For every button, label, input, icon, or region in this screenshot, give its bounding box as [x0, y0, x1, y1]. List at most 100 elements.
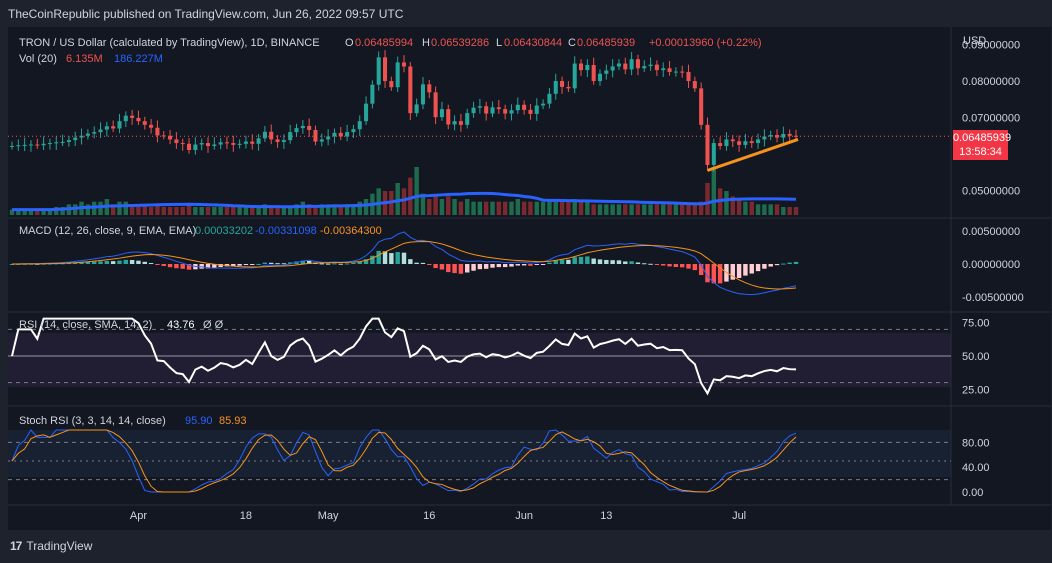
- macd-hist-bar: [338, 263, 343, 265]
- macd-hist-bar: [79, 262, 84, 264]
- macd-hist-bar: [123, 259, 129, 264]
- x-tick-label: 18: [240, 510, 252, 522]
- macd-hist-bar: [325, 263, 331, 265]
- volume-bar: [686, 204, 691, 215]
- macd-hist-bar: [389, 253, 394, 264]
- volume-bar: [224, 207, 230, 215]
- candle-body: [338, 132, 343, 137]
- candle-body: [446, 109, 451, 125]
- candle-body: [389, 81, 394, 88]
- candle-body: [730, 139, 735, 142]
- volume-bar: [566, 201, 571, 215]
- candle-body: [484, 106, 489, 114]
- x-tick-label: May: [318, 510, 339, 522]
- vol-b: 186.227M: [114, 53, 163, 65]
- candle-body: [130, 115, 135, 118]
- volume-bar: [332, 204, 337, 215]
- candle-body: [79, 135, 84, 138]
- volume-bar: [427, 199, 432, 215]
- candle-body: [269, 131, 274, 140]
- candle-body: [155, 127, 160, 136]
- candle-body: [243, 141, 248, 144]
- tradingview-logo-icon: 17: [10, 539, 22, 553]
- candle-body: [408, 66, 413, 114]
- volume-bar: [129, 204, 135, 215]
- volume-bar: [711, 167, 717, 215]
- macd-pane: [9, 231, 799, 296]
- volume-bar: [351, 204, 356, 215]
- candle-body: [193, 144, 198, 150]
- macd-hist-bar: [351, 262, 356, 264]
- candle-body: [47, 143, 52, 145]
- currency-label: USD: [963, 35, 986, 47]
- macd-hist-bar: [401, 252, 407, 264]
- macd-hist-bar: [66, 263, 72, 265]
- volume-bar: [736, 199, 742, 215]
- last-price-box: 0.06485939 13:58:34: [953, 130, 1011, 160]
- macd-hist-bar: [521, 264, 527, 266]
- macd-hist-bar: [104, 260, 110, 264]
- volume-bar: [325, 204, 331, 215]
- footer[interactable]: 17 TradingView: [10, 539, 92, 553]
- macd-hist-bar: [110, 261, 116, 264]
- stoch-k-line: [11, 429, 797, 493]
- volume-bar: [136, 207, 141, 215]
- macd-hist-bar: [642, 263, 647, 265]
- macd-hist-bar: [692, 264, 698, 271]
- axes: 0.09000000 0.08000000 0.07000000 0.05000000…: [130, 40, 1024, 522]
- candle-body: [275, 139, 280, 142]
- volume-bar: [724, 191, 729, 215]
- volume-bar: [458, 201, 464, 215]
- volume-bar: [629, 204, 634, 215]
- x-tick-label: Jul: [732, 510, 746, 522]
- candle-body: [642, 66, 647, 69]
- volume-bar: [148, 207, 154, 215]
- candle-body: [28, 144, 33, 146]
- volume-ma-line: [12, 191, 797, 212]
- stoch-label: Stoch RSI (3, 3, 14, 14, close): [19, 415, 166, 427]
- volume-bar: [490, 201, 495, 215]
- candle-body: [364, 103, 369, 122]
- candle-body: [54, 142, 59, 144]
- candle-body: [288, 132, 293, 141]
- volume-bar: [547, 199, 552, 215]
- volume-bar: [502, 201, 508, 215]
- h-value: 0.06539286: [431, 37, 489, 49]
- volume-bar: [667, 204, 672, 215]
- stoch-k: 95.90: [185, 415, 213, 427]
- candle-body: [648, 64, 653, 67]
- candle-body: [123, 115, 128, 122]
- candle-body: [737, 141, 742, 145]
- candle-body: [654, 64, 659, 71]
- candle-body: [465, 113, 470, 125]
- macd-hist-bar: [446, 264, 451, 273]
- volume-bar: [408, 177, 413, 215]
- macd-hist-bar: [370, 255, 375, 264]
- volume-bar: [123, 201, 129, 215]
- candle-body: [458, 121, 463, 125]
- candle-body: [591, 65, 596, 82]
- macd-hist-bar: [711, 264, 717, 284]
- candle-body: [711, 143, 716, 165]
- macd-hist-bar: [635, 262, 641, 264]
- candle-body: [623, 63, 628, 70]
- volume-bar: [616, 204, 622, 215]
- volume-bar: [781, 207, 786, 215]
- candle-body: [383, 57, 388, 82]
- candle-body: [307, 125, 312, 130]
- candle-body: [92, 132, 97, 134]
- volume-bar: [180, 207, 185, 215]
- macd-hist-bar: [205, 264, 211, 269]
- macd-hist-bar: [161, 264, 166, 267]
- macd-tick-label: 0.00000000: [962, 259, 1020, 271]
- macd-hist-bar: [275, 263, 280, 265]
- volume-bar: [199, 207, 204, 215]
- candle-body: [686, 71, 691, 82]
- macd-hist-bar: [736, 264, 742, 278]
- volume-bar: [698, 201, 704, 215]
- macd-hist-bar: [180, 264, 185, 269]
- macd-hist-bar: [787, 262, 792, 264]
- candle-body: [395, 62, 400, 88]
- volume-bar: [167, 207, 173, 215]
